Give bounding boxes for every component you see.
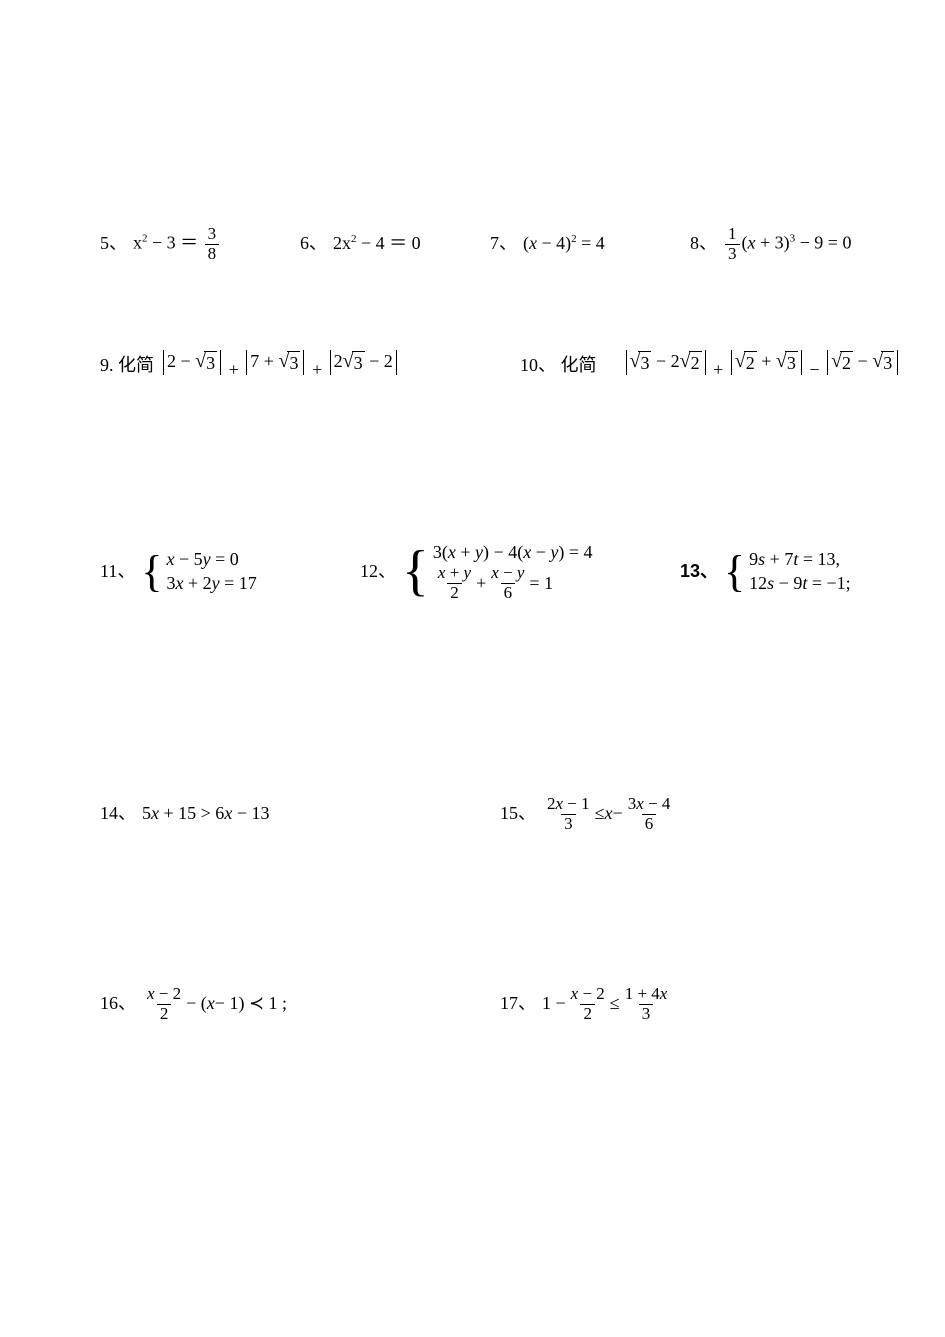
problem-number: 12、 bbox=[360, 560, 396, 583]
abs: 7 + √3 bbox=[243, 350, 307, 375]
fraction: 13 bbox=[725, 225, 740, 263]
problem-number: 13、 bbox=[680, 560, 718, 583]
brace-icon: { bbox=[141, 552, 162, 592]
eq-line: x + y2 + x − y6 = 1 bbox=[433, 564, 593, 602]
math-expr: 1 − x − 22 ≤ 1 + 4x3 bbox=[542, 985, 672, 1023]
fraction: 2x − 13 bbox=[544, 795, 593, 833]
problem-number: 7、 bbox=[490, 232, 517, 255]
problem-11: 11、 { x − 5y = 0 3x + 2y = 17 bbox=[100, 547, 360, 596]
problem-10: 10、 化简 √3 − 2√2 + √2 + √3 − √2 − √3 bbox=[520, 350, 901, 382]
problem-5: 5、 x2 − 3 ＝ 38 bbox=[100, 225, 300, 263]
math-expr: 2x − 13 ≤ x − 3x − 46 bbox=[542, 795, 675, 833]
problem-17: 17、 1 − x − 22 ≤ 1 + 4x3 bbox=[500, 985, 672, 1023]
problem-15: 15、 2x − 13 ≤ x − 3x − 46 bbox=[500, 795, 675, 833]
problem-6: 6、 2x2 − 4 ＝ 0 bbox=[300, 232, 490, 255]
equation-system: { x − 5y = 0 3x + 2y = 17 bbox=[141, 547, 256, 596]
abs: 2 − √3 bbox=[160, 350, 224, 375]
math-expr: x − 22 − (x − 1) ≺ 1 ; bbox=[142, 985, 287, 1023]
worksheet-page: 5、 x2 − 3 ＝ 38 6、 2x2 − 4 ＝ 0 7、 (x − 4)… bbox=[0, 0, 945, 1337]
problem-number: 16、 bbox=[100, 992, 136, 1015]
abs: √3 − 2√2 bbox=[623, 350, 709, 375]
problem-number: 17、 bbox=[500, 992, 536, 1015]
problem-number: 6、 bbox=[300, 232, 327, 255]
abs: 2√3 − 2 bbox=[327, 350, 400, 375]
problem-7: 7、 (x − 4)2 = 4 bbox=[490, 232, 690, 255]
equation-system: { 3(x + y) − 4(x − y) = 4 x + y2 + x − y… bbox=[402, 540, 593, 603]
math-expr: 5x + 15 > 6x − 13 bbox=[142, 802, 269, 825]
problem-number: 5、 bbox=[100, 232, 127, 255]
fraction: x + y2 bbox=[435, 564, 474, 602]
row-3: 11、 { x − 5y = 0 3x + 2y = 17 12、 { 3(x … bbox=[100, 540, 905, 603]
problem-number: 11、 bbox=[100, 560, 135, 583]
brace-icon: { bbox=[724, 552, 745, 592]
problem-label: 9. 化简 bbox=[100, 354, 154, 377]
fraction: x − 22 bbox=[144, 985, 184, 1023]
abs: √2 − √3 bbox=[824, 350, 901, 375]
problem-12: 12、 { 3(x + y) − 4(x − y) = 4 x + y2 + x… bbox=[360, 540, 680, 603]
problem-number: 8、 bbox=[690, 232, 717, 255]
row-4: 14、 5x + 15 > 6x − 13 15、 2x − 13 ≤ x − … bbox=[100, 795, 905, 833]
problem-8: 8、 13(x + 3)3 − 9 = 0 bbox=[690, 225, 851, 263]
fraction: 1 + 4x3 bbox=[622, 985, 671, 1023]
brace-icon: { bbox=[402, 546, 429, 596]
eq-line: 9s + 7t = 13, bbox=[749, 547, 851, 571]
problem-number: 14、 bbox=[100, 802, 136, 825]
math-expr: 2x2 − 4 ＝ 0 bbox=[333, 232, 421, 255]
abs: √2 + √3 bbox=[728, 350, 805, 375]
row-2: 9. 化简 2 − √3 + 7 + √3 + 2√3 − 2 10、 化简 √… bbox=[100, 350, 905, 382]
problem-9: 9. 化简 2 − √3 + 7 + √3 + 2√3 − 2 bbox=[100, 350, 520, 382]
math-expr: √3 − 2√2 + √2 + √3 − √2 − √3 bbox=[623, 350, 902, 382]
row-5: 16、 x − 22 − (x − 1) ≺ 1 ; 17、 1 − x − 2… bbox=[100, 985, 905, 1023]
math-expr: (x − 4)2 = 4 bbox=[523, 232, 605, 255]
math-expr: 13(x + 3)3 − 9 = 0 bbox=[723, 225, 851, 263]
row-1: 5、 x2 − 3 ＝ 38 6、 2x2 − 4 ＝ 0 7、 (x − 4)… bbox=[100, 225, 905, 263]
math-expr: 2 − √3 + 7 + √3 + 2√3 − 2 bbox=[160, 350, 400, 382]
fraction: x − y6 bbox=[488, 564, 527, 602]
problem-label: 10、 化简 bbox=[520, 354, 597, 377]
problem-16: 16、 x − 22 − (x − 1) ≺ 1 ; bbox=[100, 985, 500, 1023]
equation-system: { 9s + 7t = 13, 12s − 9t = −1; bbox=[724, 547, 851, 596]
problem-14: 14、 5x + 15 > 6x − 13 bbox=[100, 802, 500, 825]
eq-line: 3x + 2y = 17 bbox=[166, 571, 256, 595]
problem-number: 15、 bbox=[500, 802, 536, 825]
fraction: x − 22 bbox=[568, 985, 608, 1023]
eq-line: x − 5y = 0 bbox=[166, 547, 256, 571]
fraction: 38 bbox=[205, 225, 220, 263]
eq-line: 3(x + y) − 4(x − y) = 4 bbox=[433, 540, 593, 564]
eq-line: 12s − 9t = −1; bbox=[749, 571, 851, 595]
math-expr: x2 − 3 ＝ 38 bbox=[133, 225, 221, 263]
problem-13: 13、 { 9s + 7t = 13, 12s − 9t = −1; bbox=[680, 547, 851, 596]
fraction: 3x − 46 bbox=[625, 795, 674, 833]
